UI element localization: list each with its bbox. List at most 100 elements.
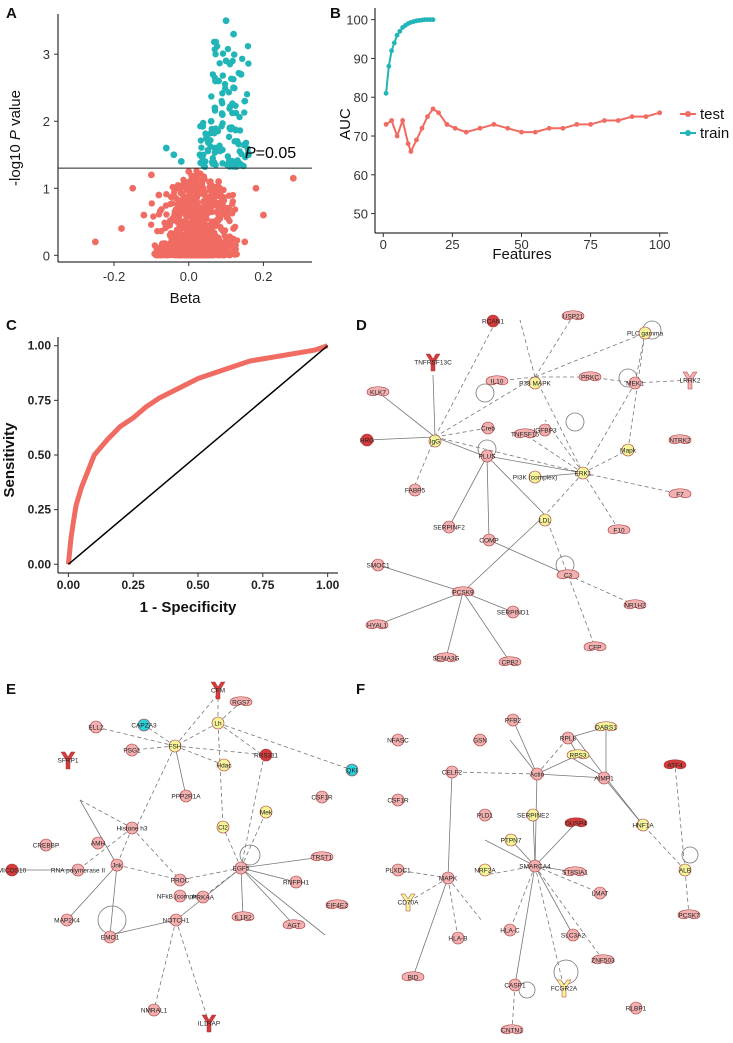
network-f-node-label: CNTN1 xyxy=(501,1027,523,1034)
scatter-point-significant xyxy=(204,146,211,154)
network-f-node xyxy=(597,771,611,785)
network-e-node-enzyme xyxy=(229,696,253,707)
scatter-point-significant xyxy=(218,123,225,130)
chart-c-xtick-label: 0.00 xyxy=(57,578,81,592)
network-d-node xyxy=(428,434,442,448)
network-e-node-label: Hdac xyxy=(216,762,232,769)
network-d-node-enzyme xyxy=(583,641,607,652)
scatter-point-nonsignificant xyxy=(185,168,193,175)
network-e-node-label: QKI xyxy=(346,767,357,774)
network-e-node-label: Mek xyxy=(260,809,273,816)
scatter-point-nonsignificant xyxy=(200,198,207,205)
network-e-node xyxy=(259,748,273,762)
scatter-point-nonsignificant xyxy=(179,250,186,257)
network-d-node-enzyme xyxy=(485,375,509,386)
network-e-node xyxy=(39,838,53,852)
scatter-point-nonsignificant xyxy=(171,252,179,259)
scatter-point-nonsignificant xyxy=(158,227,165,235)
chart-a-points xyxy=(91,17,297,256)
network-e-node xyxy=(173,873,187,887)
scatter-point-significant xyxy=(198,144,205,151)
network-f-node-label: PCSK7 xyxy=(678,912,700,919)
network-e-node-label: Cl2 xyxy=(218,824,228,831)
network-f-node-label: AIMP1 xyxy=(594,775,614,782)
chart-b-xtick-label: 0 xyxy=(380,237,387,252)
chart-a-xticks: -0.2 0.0 0.2 xyxy=(103,262,272,284)
series-point-train xyxy=(391,40,397,46)
series-point-test xyxy=(657,110,663,116)
scatter-point-nonsignificant xyxy=(195,205,202,212)
network-e-node xyxy=(110,858,124,872)
network-f-node-enzyme xyxy=(563,866,587,877)
scatter-point-nonsignificant xyxy=(180,176,187,184)
scatter-point-nonsignificant xyxy=(180,182,188,190)
chart-b-legend: test train xyxy=(680,106,729,142)
network-f-node-enzyme xyxy=(500,1024,524,1035)
chart-b-xtick-label: 25 xyxy=(445,237,459,252)
network-d-node-label: P38 MAPK xyxy=(519,380,551,387)
network-d-node-label: SMOC1 xyxy=(366,562,390,569)
scatter-point-nonsignificant xyxy=(192,238,200,246)
scatter-point-nonsignificant xyxy=(165,249,172,257)
network-f-node-label: SERPINE2 xyxy=(517,812,550,819)
network-e-node xyxy=(169,913,183,927)
network-e-node-label: MICOS10 xyxy=(0,867,27,874)
network-d-node-label: IGFBP3 xyxy=(533,427,557,434)
scatter-point-significant xyxy=(237,70,245,78)
panel-f-label: F xyxy=(356,681,365,698)
series-point-test xyxy=(505,125,511,131)
scatter-point-significant xyxy=(208,93,215,100)
scatter-point-nonsignificant xyxy=(150,213,157,220)
network-f-node xyxy=(478,863,492,877)
network-d-node-label: IL10 xyxy=(491,378,504,385)
scatter-point-significant xyxy=(231,51,238,58)
network-e-node-label: CAPZA3 xyxy=(131,722,157,729)
series-point-train xyxy=(397,28,403,34)
chart-c-xtick-label: 1.00 xyxy=(316,578,340,592)
legend-train: train xyxy=(700,125,729,142)
network-d-node xyxy=(621,443,635,457)
scatter-point-nonsignificant xyxy=(173,195,180,202)
scatter-point-significant xyxy=(162,144,170,152)
chart-a: 0 1 2 3 -0.2 0.0 0.2 P=0.05 Beta -log10 P val… xyxy=(7,14,312,307)
scatter-point-nonsignificant xyxy=(166,222,174,229)
chart-a-xlabel: Beta xyxy=(170,290,202,307)
scatter-point-significant xyxy=(230,76,237,83)
series-point-test xyxy=(408,149,414,154)
network-f-node xyxy=(504,833,518,847)
chart-b-ytick-label: 60 xyxy=(354,168,368,183)
network-e-nodes: ELL2 CFM RGS7 CAPZA3 Lh SFRP1 FSH RRS311 QKI PSG1… xyxy=(0,681,359,1033)
network-f-node xyxy=(451,931,465,945)
network-d-node-label: NR1H2 xyxy=(624,602,646,609)
scatter-point-nonsignificant xyxy=(215,178,223,185)
panel-b-label: B xyxy=(330,5,341,22)
scatter-point-nonsignificant xyxy=(252,184,260,192)
scatter-point-significant xyxy=(221,80,229,88)
scatter-point-significant xyxy=(211,104,219,112)
series-point-test xyxy=(546,125,552,131)
scatter-point-nonsignificant xyxy=(173,226,181,234)
scatter-point-significant xyxy=(236,113,243,121)
network-e-node-label: IL1R2 xyxy=(234,914,252,921)
scatter-point-nonsignificant xyxy=(217,205,225,212)
scatter-point-significant xyxy=(226,163,233,170)
network-f-nodes: PFB2 DARS1 NFASC GSN RPL8 CELF2 Actin AIMP1 RPS3… xyxy=(385,713,701,1035)
scatter-point-nonsignificant xyxy=(226,233,233,240)
chart-a-xtick-label: 0.2 xyxy=(254,269,272,284)
network-f-node-enzyme xyxy=(594,721,618,732)
series-point-test xyxy=(477,125,483,131)
network-e-node xyxy=(137,718,151,732)
network-e-node-label: MAP2K4 xyxy=(54,917,80,924)
chart-c-ytick-label: 0.50 xyxy=(28,448,52,462)
network-d-node-label: CPB2 xyxy=(502,659,519,666)
network-e-node xyxy=(289,875,303,889)
scatter-point-nonsignificant xyxy=(206,222,213,230)
scatter-point-nonsignificant xyxy=(200,248,207,256)
scatter-point-significant xyxy=(230,30,237,38)
scatter-point-nonsignificant xyxy=(148,200,156,207)
network-d-node-enzyme xyxy=(451,586,475,597)
scatter-point-significant xyxy=(207,117,215,125)
network-f-node xyxy=(636,818,650,832)
scatter-point-nonsignificant xyxy=(215,211,222,219)
scatter-point-nonsignificant xyxy=(212,184,220,191)
